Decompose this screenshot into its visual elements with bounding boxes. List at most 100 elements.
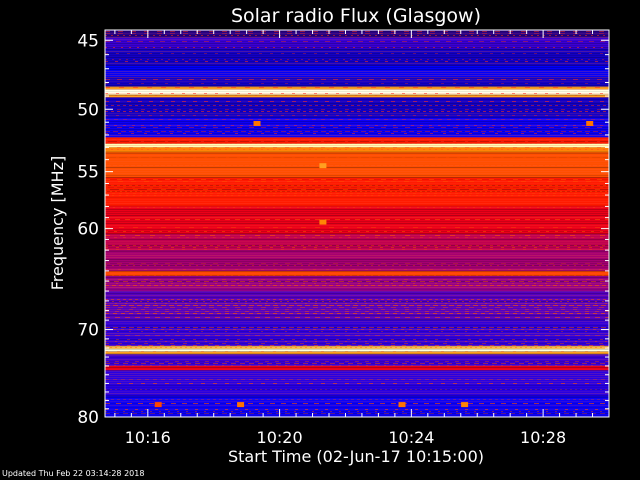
spectrogram-band: [105, 65, 609, 78]
spectrogram-streak: [105, 415, 609, 416]
spectrogram-streak: [105, 247, 609, 248]
spectrogram-band: [105, 365, 609, 371]
spectrogram-streak: [105, 235, 609, 236]
spectrogram-streak: [105, 355, 609, 356]
spectrogram-streak: [105, 93, 609, 94]
spectrogram-band: [105, 48, 609, 66]
spectrogram-band: [105, 234, 609, 251]
x-tick-label: 10:16: [125, 428, 171, 447]
spectrogram-streak: [105, 277, 609, 278]
spectrogram-streak: [105, 163, 609, 164]
spectrogram-spot: [398, 402, 406, 408]
x-tick-label: 10:28: [520, 428, 566, 447]
spectrogram-streak: [105, 81, 609, 82]
spectrogram-streak: [105, 237, 609, 238]
spectrogram-streak: [105, 269, 609, 270]
spectrogram-streak: [105, 249, 609, 250]
spectrogram-streak: [105, 327, 609, 328]
spectrogram-spot: [237, 402, 245, 408]
spectrogram-band: [105, 137, 609, 144]
spectrogram-streak: [105, 293, 609, 294]
spectrogram-streak: [105, 255, 609, 256]
spectrogram-streak: [105, 265, 609, 266]
spectrogram-streak: [105, 325, 609, 326]
spectrogram-streak: [105, 353, 609, 354]
spectrogram-streak: [105, 229, 609, 230]
spectrogram-band: [105, 177, 609, 207]
spectrogram-streak: [105, 309, 609, 310]
spectrogram-streak: [105, 73, 609, 74]
spectrogram-streak: [105, 181, 609, 182]
spectrogram-spot: [253, 121, 261, 126]
spectrogram-streak: [105, 157, 609, 158]
spectrogram-streak: [105, 53, 609, 54]
spectrogram-streak: [105, 41, 609, 42]
spectrogram-streak: [105, 275, 609, 276]
spectrogram-streak: [105, 253, 609, 254]
spectrogram-streak: [105, 259, 609, 260]
spectrogram-streak: [105, 69, 609, 70]
spectrogram-streak: [105, 413, 609, 414]
spectrogram-streak: [105, 137, 609, 138]
spectrogram-spot: [586, 121, 594, 126]
spectrogram-streak: [105, 329, 609, 330]
spectrogram-streak: [105, 221, 609, 222]
spectrogram-streak: [105, 103, 609, 104]
spectrogram-streak: [105, 239, 609, 240]
updated-timestamp: Updated Thu Feb 22 03:14:28 2018: [2, 469, 145, 478]
spectrogram-streak: [105, 381, 609, 382]
spectrogram-streak: [105, 193, 609, 194]
spectrogram-streak: [105, 125, 609, 126]
spectrogram-streak: [105, 97, 609, 98]
spectrogram-streak: [105, 47, 609, 48]
spectrogram-streak: [105, 301, 609, 302]
spectrogram-streak: [105, 393, 609, 394]
spectrogram-streak: [105, 311, 609, 312]
spectrogram-spots: [154, 121, 594, 408]
spectrogram-streak: [105, 399, 609, 400]
spectrogram-streak: [105, 167, 609, 168]
spectrogram-streak: [105, 43, 609, 44]
spectrogram-band: [105, 152, 609, 178]
spectrogram-streak: [105, 263, 609, 264]
spectrogram-band: [105, 37, 609, 49]
y-tick-label: 55: [77, 163, 99, 183]
spectrogram-streak: [105, 153, 609, 154]
spectrogram-streak: [105, 33, 609, 34]
spectrogram-streak: [105, 59, 609, 60]
spectrogram-streak: [105, 119, 609, 120]
spectrogram-streak: [105, 199, 609, 200]
spectrogram-streak: [105, 323, 609, 324]
spectrogram-streak: [105, 299, 609, 300]
spectrogram-streak: [105, 95, 609, 96]
spectrogram-streak: [105, 225, 609, 226]
spectrogram-streak: [105, 345, 609, 346]
spectrogram-streak: [105, 147, 609, 148]
spectrogram-streak: [105, 123, 609, 124]
spectrogram-streak: [105, 389, 609, 390]
chart-title: Solar radio Flux (Glasgow): [231, 5, 481, 27]
spectrogram-streak: [105, 145, 609, 146]
spectrogram-streak: [105, 101, 609, 102]
spectrogram-streak: [105, 207, 609, 208]
spectrogram-streak: [105, 271, 609, 272]
spectrogram-streak: [105, 51, 609, 52]
spectrogram-band: [105, 275, 609, 292]
spectrogram-streak: [105, 63, 609, 64]
spectrogram-streak: [105, 117, 609, 118]
spectrogram-streak: [105, 411, 609, 412]
spectrogram-streak: [105, 297, 609, 298]
spectrogram-streak: [105, 391, 609, 392]
spectrogram-band: [105, 117, 609, 138]
spectrogram-band: [105, 77, 609, 87]
spectrogram-streak: [105, 341, 609, 342]
spectrogram-streak: [105, 115, 609, 116]
spectrogram-streak: [105, 109, 609, 110]
spectrogram-streak: [105, 351, 609, 352]
y-tick-label: 45: [77, 31, 99, 51]
spectrogram-streak: [105, 251, 609, 252]
spectrogram-streak: [105, 233, 609, 234]
spectrogram-streak: [105, 315, 609, 316]
spectrogram-streak: [105, 387, 609, 388]
spectrogram-streak: [105, 371, 609, 372]
